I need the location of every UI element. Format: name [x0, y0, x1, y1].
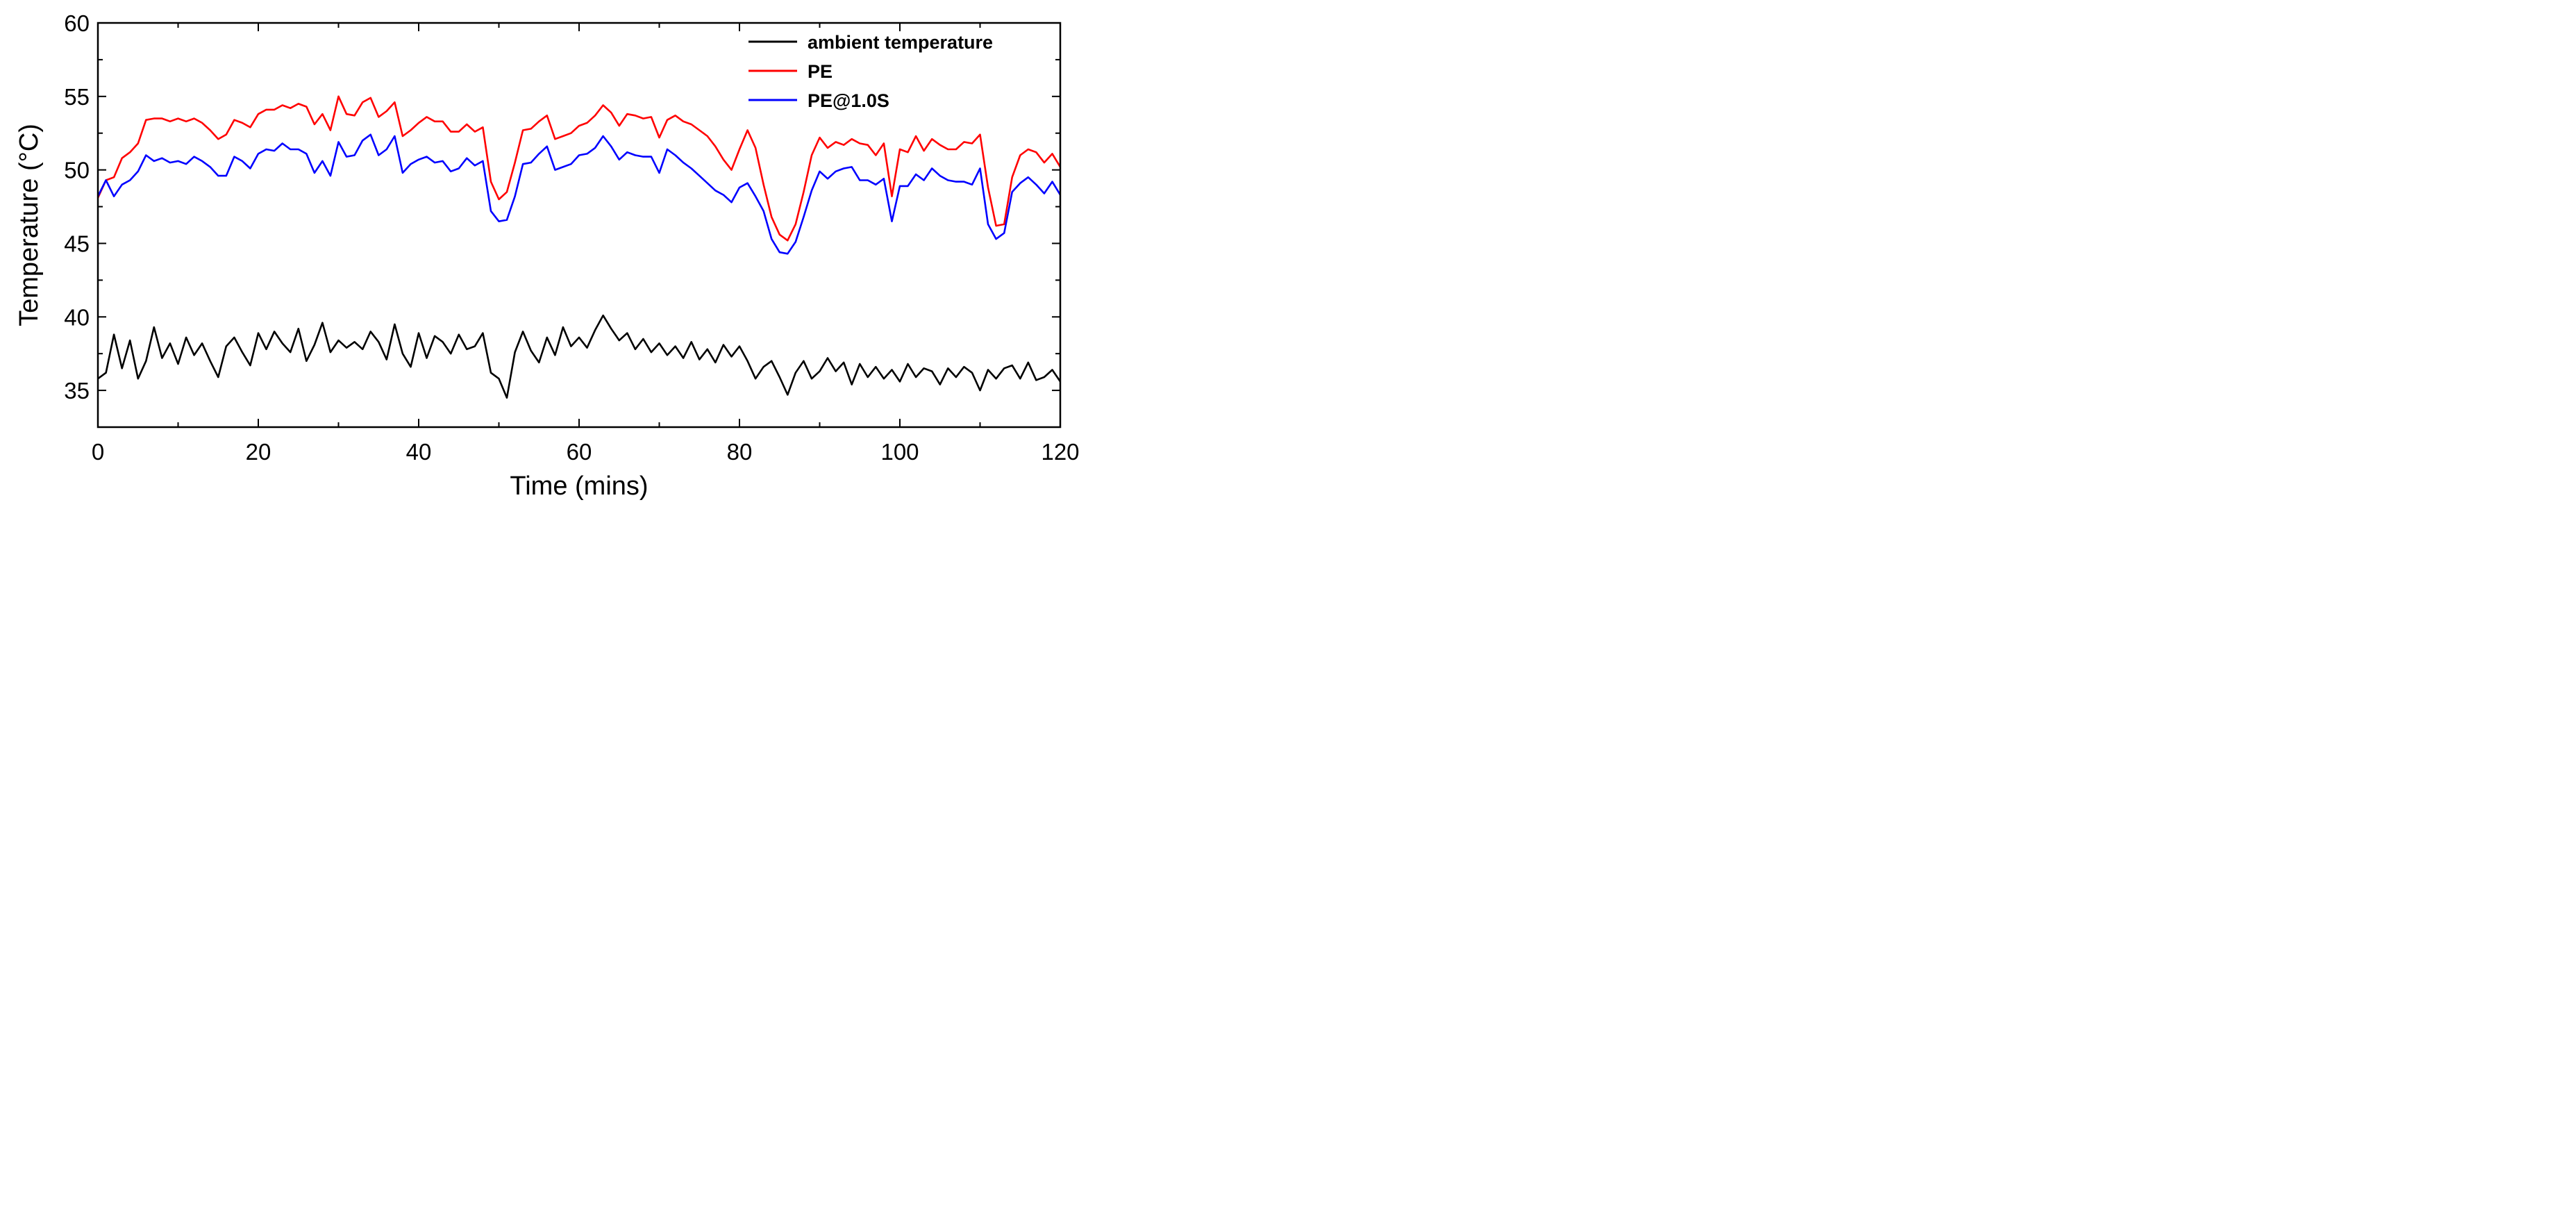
series-line-pe — [98, 95, 1060, 242]
x-tick-label: 20 — [246, 439, 271, 465]
legend-label-ambient-temperature: ambient temperature — [808, 32, 993, 53]
y-tick-label: 40 — [64, 304, 90, 330]
y-tick-label: 45 — [64, 231, 90, 256]
tick-labels: 0 20 40 60 80 100 120 35 40 45 50 55 60 — [64, 10, 1079, 465]
y-axis-title: Temperature (°C) — [15, 124, 44, 326]
x-tick-label: 120 — [1041, 439, 1079, 465]
plot-area — [98, 23, 1060, 427]
y-tick-label: 60 — [64, 10, 90, 36]
series-lines — [98, 95, 1060, 399]
x-tick-label: 80 — [727, 439, 753, 465]
y-tick-label: 35 — [64, 378, 90, 404]
legend: ambient temperature PE PE@1.0S — [748, 32, 993, 111]
legend-label-pe: PE — [808, 61, 833, 82]
figure: 0 20 40 60 80 100 120 35 40 45 50 55 60 Time (mins) … — [0, 0, 1089, 510]
x-axis-title: Time (mins) — [510, 472, 648, 501]
y-tick-label: 55 — [64, 84, 90, 110]
x-tick-label: 40 — [406, 439, 432, 465]
axes — [97, 22, 1062, 429]
x-tick-label: 0 — [92, 439, 104, 465]
series-line-ambient-temperature — [98, 314, 1060, 399]
plot-background — [98, 23, 1060, 427]
y-tick-label: 50 — [64, 158, 90, 183]
x-tick-label: 60 — [567, 439, 592, 465]
x-tick-label: 100 — [880, 439, 919, 465]
series-line-pe-1-0s — [98, 133, 1060, 255]
legend-label-pe-1-0s: PE@1.0S — [808, 90, 889, 111]
